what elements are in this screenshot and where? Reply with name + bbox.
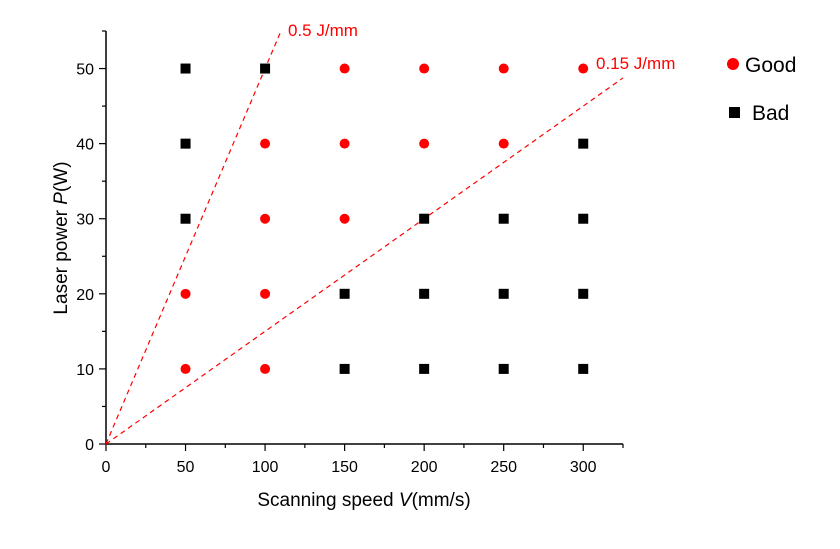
data-point-good (260, 363, 271, 374)
data-point-bad (180, 63, 191, 74)
data-point-good (180, 363, 191, 374)
data-point-good (419, 138, 430, 149)
x-tick-label: 0 (102, 459, 111, 476)
x-tick-label: 150 (331, 459, 358, 476)
data-point-bad (180, 213, 191, 224)
axes: 0 50 100 150 200 250 300 0 10 20 30 40 50 (76, 30, 624, 476)
data-point-bad (419, 288, 430, 299)
data-point-good (260, 138, 271, 149)
data-point-bad (339, 363, 350, 374)
data-point-good (498, 138, 509, 149)
legend: Good Bad (727, 54, 796, 125)
data-point-good (498, 63, 509, 74)
data-point-good (180, 288, 191, 299)
x-tick-label: 250 (490, 459, 517, 476)
x-tick-label: 200 (411, 459, 438, 476)
data-point-bad (339, 288, 350, 299)
data-point-bad (578, 213, 589, 224)
legend-marker-bad (729, 107, 740, 118)
y-tick-label: 50 (76, 62, 94, 79)
data-point-bad (498, 363, 509, 374)
legend-label-good: Good (745, 54, 796, 77)
data-point-good (339, 213, 350, 224)
reference-line-label: 0.5 J/mm (288, 21, 358, 40)
reference-line-label: 0.15 J/mm (596, 54, 675, 73)
x-axis-title: Scanning speed V(mm/s) (257, 490, 470, 511)
data-point-good (260, 213, 271, 224)
data-point-good (578, 63, 589, 74)
data-point-bad (578, 288, 589, 299)
data-point-bad (180, 138, 191, 149)
legend-label-bad: Bad (752, 102, 789, 125)
legend-marker-good (727, 58, 739, 70)
data-point-good (339, 63, 350, 74)
y-axis-title: Laser power P(W) (51, 161, 72, 314)
reference-line (105, 30, 282, 445)
data-point-bad (498, 288, 509, 299)
data-point-bad (578, 138, 589, 149)
data-point-bad (260, 63, 271, 74)
data-point-good (260, 288, 271, 299)
data-points (180, 63, 589, 374)
reference-line (105, 77, 624, 445)
data-point-good (419, 63, 430, 74)
data-point-bad (578, 363, 589, 374)
y-tick-label: 20 (76, 287, 94, 304)
y-tick-label: 0 (85, 437, 94, 454)
reference-lines: 0.5 J/mm 0.15 J/mm (105, 21, 675, 445)
x-tick-label: 100 (252, 459, 279, 476)
y-tick-label: 40 (76, 137, 94, 154)
data-point-bad (498, 213, 509, 224)
x-tick-label: 50 (177, 459, 195, 476)
y-tick-label: 30 (76, 212, 94, 229)
y-tick-label: 10 (76, 362, 94, 379)
data-point-good (339, 138, 350, 149)
x-tick-label: 300 (570, 459, 597, 476)
data-point-bad (419, 363, 430, 374)
data-point-bad (419, 213, 430, 224)
